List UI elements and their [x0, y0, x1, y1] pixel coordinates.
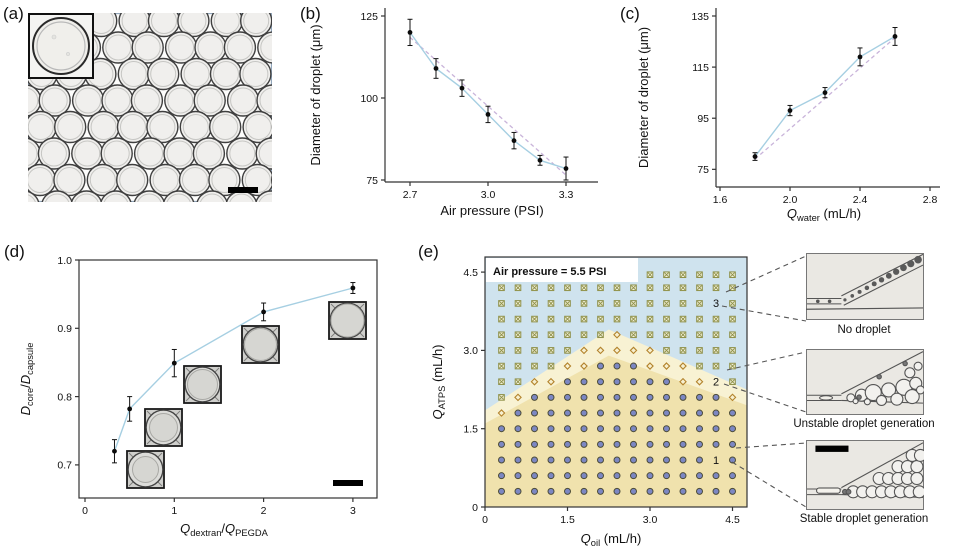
x-axis-label: Qoil (mL/h): [581, 531, 642, 548]
data-line: [409, 31, 567, 170]
inset-caption-stable: Stable droplet generation: [799, 513, 929, 525]
panel-label-b: (b): [300, 4, 321, 23]
region-number: 2: [713, 377, 719, 389]
panel-label-c: (c): [620, 4, 640, 23]
chart-diameter-vs-air-pressure: 75 100 125 2.7 3.0 3.3 Air pressure (PSI) Diame…: [308, 8, 598, 218]
panel-label-d: (d): [4, 242, 25, 261]
x-tick-label: 3.3: [559, 189, 574, 201]
y-axis-label: Dcore/Dcapsule: [18, 343, 35, 416]
y-tick-label: 135: [691, 11, 709, 23]
x-tick-label: 0: [82, 505, 88, 517]
x-tick-label: 2.4: [853, 194, 868, 206]
y-tick-label: 75: [697, 164, 709, 176]
data-points: [111, 282, 356, 464]
x-tick-label: 2.0: [783, 194, 798, 206]
y-tick-label: 0: [472, 502, 478, 514]
x-tick-label: 4.5: [725, 514, 740, 526]
inset-no-droplet-image: [806, 253, 924, 320]
y-tick-label: 100: [360, 93, 378, 105]
panel-label-e: (e): [418, 242, 439, 261]
y-tick-label: 0.8: [57, 391, 72, 403]
x-axis-label: Qwater (mL/h): [787, 206, 861, 223]
trend-line: [754, 37, 896, 160]
micrograph-inset-zoom: [28, 13, 94, 79]
scale-bar: [228, 187, 258, 193]
annotation-box: [486, 258, 638, 282]
data-points: [407, 18, 569, 181]
inset-caption-no-droplet: No droplet: [837, 324, 891, 336]
x-axis-label: Air pressure (PSI): [440, 203, 543, 218]
phase-markers: [497, 271, 737, 495]
data-points: [752, 26, 898, 161]
region-number: 1: [713, 455, 719, 467]
axes: [481, 256, 748, 511]
x-tick-label: 2: [261, 505, 267, 517]
x-tick-label: 3.0: [481, 189, 496, 201]
y-tick-label: 75: [366, 175, 378, 187]
y-tick-label: 95: [697, 113, 709, 125]
region-number: 3: [713, 298, 719, 310]
x-tick-label: 1.6: [713, 194, 728, 206]
x-tick-label: 1.5: [560, 514, 575, 526]
y-axis-label: Diameter of droplet (μm): [308, 24, 323, 165]
y-tick-label: 1.0: [57, 255, 72, 267]
scale-bar: [815, 445, 849, 452]
capsule-inset-image: [126, 450, 165, 489]
y-tick-label: 0.7: [57, 460, 72, 472]
y-tick-label: 125: [360, 11, 378, 23]
capsule-inset-image: [144, 408, 183, 447]
axes: [712, 8, 940, 191]
y-tick-label: 0.9: [57, 323, 72, 335]
chart-diameter-vs-qwater: 75 95 115 135 1.6 2.0 2.4 2.8 Qwater (mL/h) Diame…: [636, 8, 940, 223]
inset-stable-droplet-image: [806, 440, 924, 510]
y-tick-label: 3.0: [463, 345, 478, 357]
x-axis-label: Qdextran/QPEGDA: [180, 521, 269, 538]
capsule-inset-image: [241, 325, 280, 364]
chart-phase-diagram: Air pressure = 5.5 PSI 3 2 1 0 1.5 3.0 4.5 0 1.5 3…: [430, 256, 748, 548]
x-tick-label: 2.8: [923, 194, 938, 206]
micrograph-droplet-array: [28, 13, 272, 202]
annotation-air-pressure: Air pressure = 5.5 PSI: [493, 266, 606, 278]
capsule-inset-image: [183, 365, 222, 404]
panel-label-a: (a): [3, 4, 24, 23]
capsule-inset-image: [328, 301, 367, 340]
y-tick-label: 1.5: [463, 424, 478, 436]
chart-core-capsule-ratio: 0.7 0.8 0.9 1.0 0 1 2 3 Qdextran/QPEGDA Dcore/Dca…: [18, 255, 378, 538]
x-tick-label: 2.7: [403, 189, 418, 201]
axes: [75, 259, 378, 502]
y-axis-label: QATPS (mL/h): [430, 344, 447, 419]
inset-caption-unstable: Unstable droplet generation: [793, 418, 935, 430]
y-tick-label: 115: [692, 62, 709, 74]
y-axis-label: Diameter of droplet (μm): [636, 27, 651, 168]
axes: [381, 8, 598, 186]
scale-bar: [333, 480, 363, 486]
droplet-pattern: [28, 13, 272, 202]
x-tick-label: 0: [482, 514, 488, 526]
inset-unstable-droplet-image: [806, 349, 924, 415]
y-tick-label: 4.5: [463, 267, 478, 279]
x-tick-label: 3: [350, 505, 356, 517]
x-tick-label: 1: [171, 505, 177, 517]
x-tick-label: 3.0: [643, 514, 658, 526]
